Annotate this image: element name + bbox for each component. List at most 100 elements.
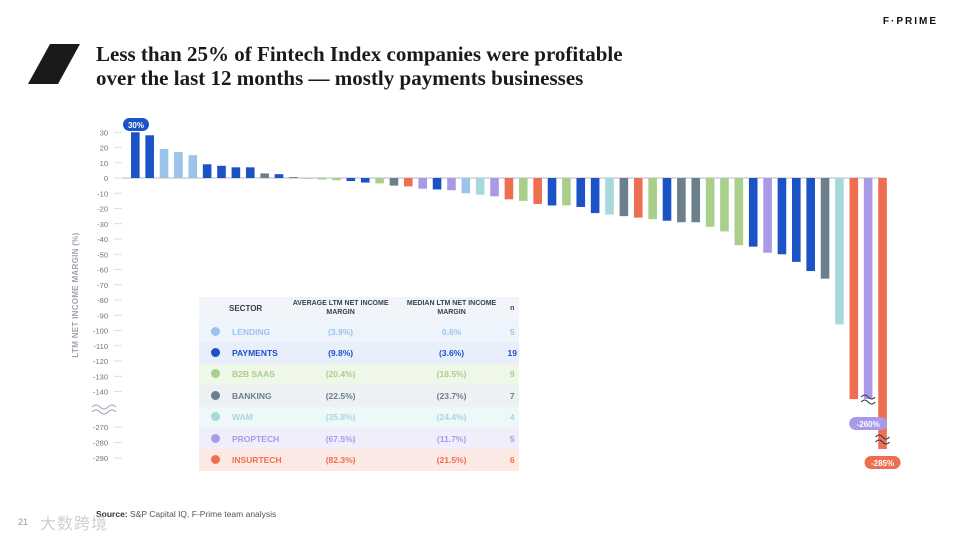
sector-summary-table: SECTOR AVERAGE LTM NET INCOME MARGIN MED… xyxy=(199,297,519,471)
bar-b2b_saas xyxy=(518,178,528,201)
bar-lending xyxy=(174,152,183,178)
sector-label: B2B SAAS xyxy=(232,369,275,380)
y-tick-label: -100 xyxy=(93,327,108,336)
row-average: (35.8%) xyxy=(325,412,356,423)
table-row: INSURTECH (82.3%) (21.5%) 6 xyxy=(199,449,519,471)
row-n: 5 xyxy=(509,326,515,337)
bar-b2b_saas xyxy=(375,178,384,184)
page-number: 21 xyxy=(18,517,29,527)
sector-color-dot xyxy=(211,390,220,400)
y-tick-label: 0 xyxy=(104,174,108,183)
row-average: (67.5%) xyxy=(325,433,356,444)
bar-banking xyxy=(619,178,629,217)
row-sector: WAM xyxy=(199,407,284,428)
bar-payments xyxy=(360,178,370,183)
sector-label: PROPTECH xyxy=(232,433,280,444)
bar-payments xyxy=(231,167,241,178)
bar-payments xyxy=(217,165,226,178)
bar-payments xyxy=(806,178,815,272)
y-tick-label: 30 xyxy=(100,128,108,137)
bar-insurtech xyxy=(849,178,859,400)
y-tick-label: -50 xyxy=(97,250,108,259)
callout-pill xyxy=(849,417,888,430)
row-median: (24.4%) xyxy=(436,412,467,423)
row-average: (9.8%) xyxy=(328,348,354,359)
y-tick-label: -90 xyxy=(97,311,108,320)
bar-payments xyxy=(662,178,672,221)
row-average: (82.3%) xyxy=(325,455,356,466)
table-row: PAYMENTS (9.8%) (3.6%) 19 xyxy=(199,342,519,364)
bar-payments xyxy=(547,178,557,206)
bar-payments xyxy=(202,164,212,178)
y-tick-label: -80 xyxy=(97,296,108,305)
bar-payments xyxy=(748,178,758,247)
brand-logo-text: F·PRIME xyxy=(882,16,938,27)
bar-payments xyxy=(792,178,801,262)
bar-banking xyxy=(691,178,701,223)
y-tick-label: -30 xyxy=(97,220,108,229)
row-average: (3.9%) xyxy=(328,326,354,337)
row-n: 4 xyxy=(509,412,515,423)
bar-proptech xyxy=(763,178,772,253)
bar-proptech xyxy=(418,178,427,189)
row-average: (22.5%) xyxy=(325,390,356,401)
sector-label: WAM xyxy=(232,412,253,423)
sector-color-dot xyxy=(211,433,220,443)
sector-color-dot xyxy=(211,369,220,379)
y-tick-label: -40 xyxy=(97,235,108,244)
row-sector: INSURTECH xyxy=(199,449,284,470)
y-tick-label: -290 xyxy=(93,454,108,463)
bar-payments xyxy=(145,135,154,178)
bar-banking xyxy=(677,178,686,223)
bar-payments xyxy=(576,178,586,207)
row-sector: LENDING xyxy=(199,321,284,342)
bar-b2b_saas xyxy=(332,178,341,181)
table-row: B2B SAAS (20.4%) (18.5%) 9 xyxy=(199,363,519,386)
bar-lending xyxy=(303,178,313,179)
source-text: S&P Capital IQ, F-Prime team analysis xyxy=(130,509,277,519)
row-n: 7 xyxy=(509,390,515,401)
bar-payments xyxy=(432,178,442,190)
y-tick-label: -60 xyxy=(97,266,108,275)
bar-insurtech xyxy=(533,178,542,204)
row-sector: B2B SAAS xyxy=(199,364,284,385)
sector-label: PAYMENTS xyxy=(232,348,278,359)
table-header-row: SECTOR AVERAGE LTM NET INCOME MARGIN MED… xyxy=(199,297,519,321)
sector-color-dot xyxy=(211,412,220,422)
sector-color-dot xyxy=(211,326,220,336)
bar-insurtech xyxy=(878,178,887,449)
y-axis-label: LTM NET INCOME MARGIN (%) xyxy=(71,232,80,357)
bar-insurtech xyxy=(633,178,643,218)
table-row: BANKING (22.5%) (23.7%) 7 xyxy=(199,385,519,407)
bar-b2b_saas xyxy=(562,178,571,206)
source-note: Source: S&P Capital IQ, F-Prime team ana… xyxy=(96,509,276,519)
bar-payments xyxy=(346,178,356,182)
header-sector: SECTOR xyxy=(199,297,284,321)
sector-label: LENDING xyxy=(232,326,271,337)
bar-banking xyxy=(389,178,399,186)
callout-pill xyxy=(864,456,901,469)
bar-b2b_saas xyxy=(720,178,729,232)
row-median: (23.7%) xyxy=(436,390,467,401)
header-average: AVERAGE LTM NET INCOME MARGIN xyxy=(283,297,398,321)
bar-payments xyxy=(245,167,255,178)
bar-wam xyxy=(605,178,614,215)
row-median: (11.7%) xyxy=(436,433,467,444)
bar-proptech xyxy=(447,178,456,191)
bar-insurtech xyxy=(404,178,413,187)
sector-color-dot xyxy=(211,455,220,465)
bar-b2b_saas xyxy=(648,178,657,220)
bar-break-icon xyxy=(860,394,876,405)
bar-b2b_saas xyxy=(317,178,327,180)
bar-lending xyxy=(461,178,471,194)
bar-payments xyxy=(590,178,600,214)
y-tick-label: -140 xyxy=(93,388,108,397)
row-n: 5 xyxy=(509,433,515,444)
bar-proptech xyxy=(863,178,873,399)
bar-banking xyxy=(820,178,830,279)
row-n: 19 xyxy=(507,348,517,359)
bar-payments xyxy=(274,174,284,178)
row-median: (3.6%) xyxy=(439,348,465,359)
y-tick-label: -10 xyxy=(97,189,108,198)
page-title: Less than 25% of Fintech Index companies… xyxy=(96,42,736,90)
